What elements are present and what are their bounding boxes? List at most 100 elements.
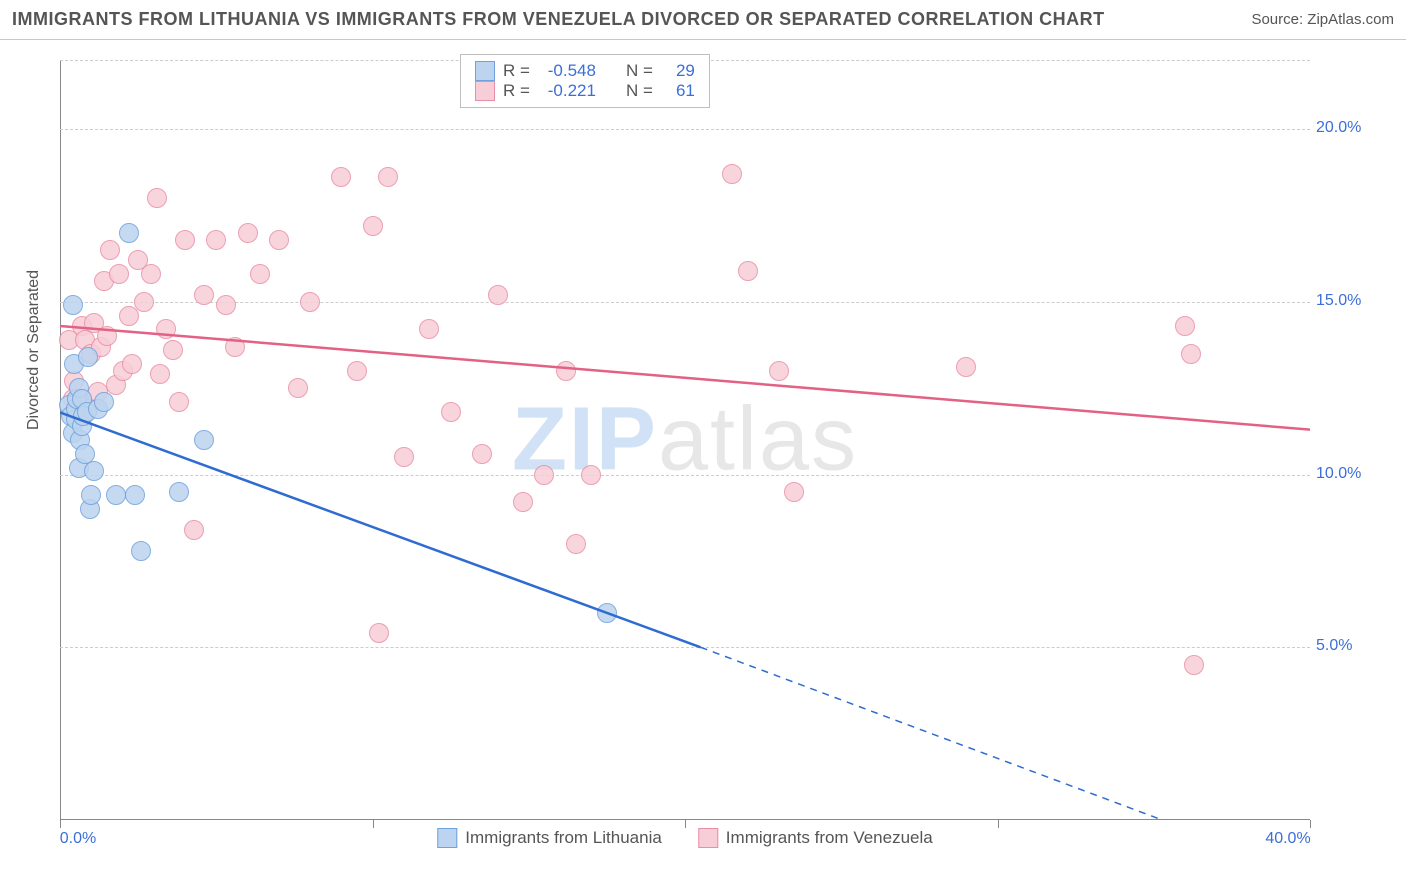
data-point [206, 230, 226, 250]
data-point [472, 444, 492, 464]
data-point [194, 285, 214, 305]
r-label: R = [503, 61, 530, 81]
data-point [250, 264, 270, 284]
n-value: 61 [661, 81, 695, 101]
x-tick-mark [373, 820, 374, 828]
data-point [84, 461, 104, 481]
regression-lines [60, 60, 1310, 820]
data-point [597, 603, 617, 623]
data-point [1184, 655, 1204, 675]
data-point [956, 357, 976, 377]
data-point [156, 319, 176, 339]
data-point [363, 216, 383, 236]
data-point [169, 482, 189, 502]
data-point [784, 482, 804, 502]
data-point [347, 361, 367, 381]
data-point [175, 230, 195, 250]
data-point [97, 326, 117, 346]
legend-swatch [475, 81, 495, 101]
data-point [1175, 316, 1195, 336]
data-point [419, 319, 439, 339]
x-tick-label: 0.0% [60, 830, 96, 848]
data-point [225, 337, 245, 357]
n-value: 29 [661, 61, 695, 81]
y-axis-label: Divorced or Separated [25, 270, 43, 430]
data-point [738, 261, 758, 281]
legend-swatch [475, 61, 495, 81]
data-point [378, 167, 398, 187]
data-point [125, 485, 145, 505]
data-point [513, 492, 533, 512]
legend-swatch [698, 828, 718, 848]
x-tick-mark [998, 820, 999, 828]
x-tick-mark [685, 820, 686, 828]
r-value: -0.221 [538, 81, 596, 101]
data-point [81, 485, 101, 505]
data-point [1181, 344, 1201, 364]
data-point [131, 541, 151, 561]
data-point [119, 223, 139, 243]
data-point [722, 164, 742, 184]
stats-legend-row: R = -0.221 N = 61 [475, 81, 695, 101]
data-point [769, 361, 789, 381]
data-point [288, 378, 308, 398]
data-point [369, 623, 389, 643]
data-point [169, 392, 189, 412]
data-point [109, 264, 129, 284]
legend-item: Immigrants from Venezuela [698, 828, 933, 848]
data-point [184, 520, 204, 540]
data-point [63, 295, 83, 315]
stats-legend: R = -0.548 N = 29 R = -0.221 N = 61 [460, 54, 710, 108]
data-point [556, 361, 576, 381]
data-point [106, 485, 126, 505]
r-value: -0.548 [538, 61, 596, 81]
data-point [150, 364, 170, 384]
data-point [194, 430, 214, 450]
data-point [100, 240, 120, 260]
watermark: ZIPatlas [512, 389, 858, 492]
x-tick-label: 40.0% [1265, 830, 1310, 848]
data-point [238, 223, 258, 243]
data-point [163, 340, 183, 360]
stats-legend-row: R = -0.548 N = 29 [475, 61, 695, 81]
scatter-plot: ZIPatlas R =-0.548N =29R =-0.221N =61 Im… [60, 60, 1310, 820]
legend-label: Immigrants from Lithuania [465, 828, 662, 848]
data-point [394, 447, 414, 467]
data-point [300, 292, 320, 312]
data-point [488, 285, 508, 305]
chart-source: Source: ZipAtlas.com [1251, 11, 1394, 28]
data-point [216, 295, 236, 315]
y-tick-label: 15.0% [1316, 292, 1386, 310]
data-point [134, 292, 154, 312]
data-point [78, 347, 98, 367]
y-axis-line [60, 60, 61, 820]
legend-item: Immigrants from Lithuania [437, 828, 662, 848]
data-point [94, 392, 114, 412]
y-tick-label: 10.0% [1316, 465, 1386, 483]
n-label: N = [626, 81, 653, 101]
data-point [141, 264, 161, 284]
data-point [119, 306, 139, 326]
n-label: N = [626, 61, 653, 81]
data-point [534, 465, 554, 485]
y-tick-label: 5.0% [1316, 637, 1386, 655]
gridline [60, 129, 1310, 130]
data-point [147, 188, 167, 208]
gridline [60, 647, 1310, 648]
data-point [269, 230, 289, 250]
chart-title: IMMIGRANTS FROM LITHUANIA VS IMMIGRANTS … [12, 9, 1105, 30]
gridline [60, 302, 1310, 303]
gridline [60, 475, 1310, 476]
data-point [331, 167, 351, 187]
x-tick-mark [60, 820, 61, 828]
x-tick-mark [1310, 820, 1311, 828]
legend-label: Immigrants from Venezuela [726, 828, 933, 848]
y-tick-label: 20.0% [1316, 119, 1386, 137]
r-label: R = [503, 81, 530, 101]
data-point [566, 534, 586, 554]
data-point [122, 354, 142, 374]
legend-swatch [437, 828, 457, 848]
data-point [441, 402, 461, 422]
data-point [581, 465, 601, 485]
series-legend: Immigrants from Lithuania Immigrants from… [437, 828, 932, 848]
